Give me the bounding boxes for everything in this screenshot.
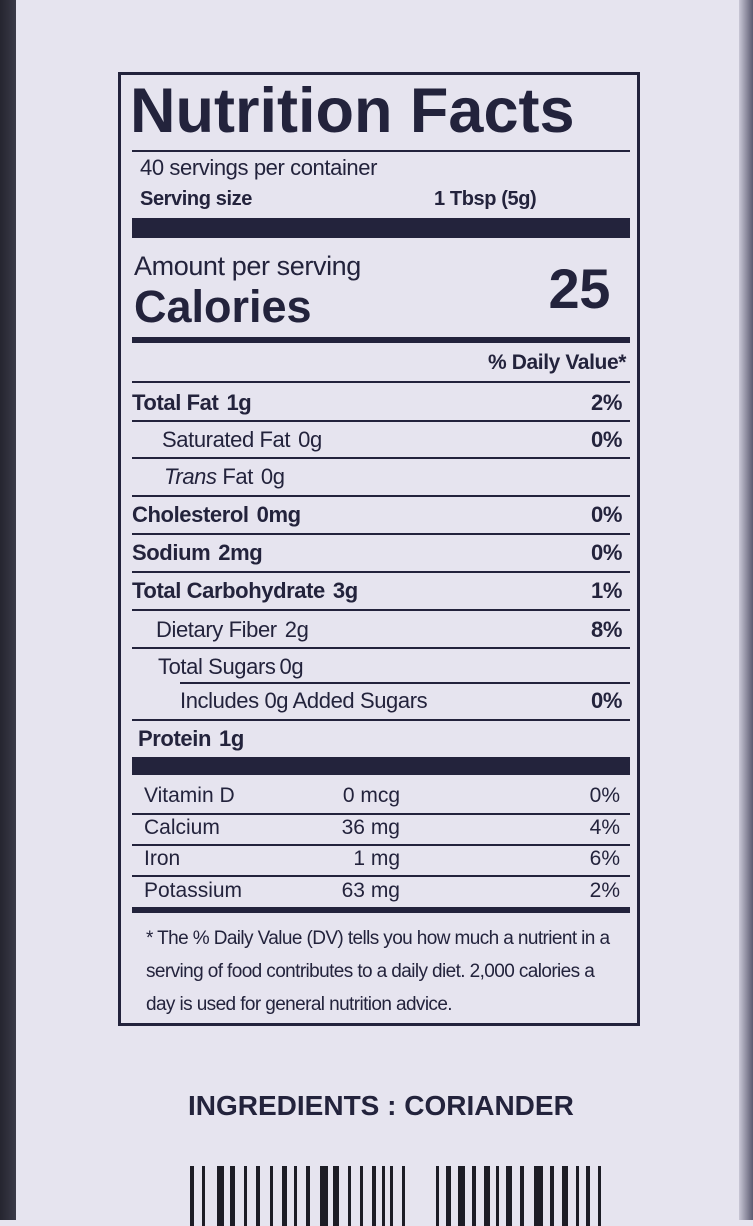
- vitamin-amount: 36 mg: [341, 816, 400, 839]
- nutrient-name: Cholesterol: [132, 502, 249, 527]
- footnote: * The % Daily Value (DV) tells you how m…: [146, 928, 610, 1015]
- rule: [132, 533, 630, 535]
- nutrient-amount: 0g: [279, 654, 304, 679]
- rule: [132, 609, 630, 611]
- nutrient-amount: 0g: [260, 464, 285, 489]
- nutrient-row: Saturated Fat 0g 0%: [162, 425, 622, 455]
- rule: [132, 420, 630, 422]
- barcode: [190, 1166, 610, 1226]
- nutrient-amount: 0mg: [256, 502, 301, 527]
- vitamin-row: Iron 1 mg 6%: [144, 845, 620, 873]
- rule: [132, 381, 630, 383]
- nutrient-name: Fat: [222, 464, 253, 489]
- vitamin-name: Potassium: [144, 879, 243, 902]
- nutrient-dv: 8%: [591, 617, 622, 642]
- nutrient-name: Sodium: [132, 540, 211, 565]
- thick-bar: [132, 757, 630, 775]
- rule: [180, 682, 630, 684]
- label-border: [118, 72, 640, 1026]
- nutrient-row: Trans Fat 0g: [164, 462, 622, 492]
- calories-label: Calories: [134, 281, 312, 332]
- rule: [132, 495, 630, 497]
- vitamin-row: Potassium 63 mg 2%: [144, 877, 620, 905]
- rule: [132, 647, 630, 649]
- vitamin-name: Iron: [144, 847, 181, 870]
- vitamin-row: Vitamin D 0 mcg 0%: [144, 782, 620, 810]
- nutrient-row: Sodium 2mg 0%: [132, 538, 622, 568]
- package-edge: [739, 0, 753, 1220]
- nutrient-dv: 1%: [591, 578, 622, 603]
- nutrient-row: Includes 0g Added Sugars 0%: [180, 686, 622, 716]
- nutrient-row: Total Carbohydrate 3g 1%: [132, 576, 622, 606]
- nutrient-amount: 0g: [298, 427, 322, 452]
- vitamin-row: Calcium 36 mg 4%: [144, 814, 620, 842]
- vitamin-dv: 4%: [589, 816, 620, 839]
- vitamin-name: Vitamin D: [144, 784, 235, 807]
- rule: [132, 875, 630, 877]
- vitamin-name: Calcium: [144, 816, 220, 839]
- medium-bar: [132, 337, 630, 343]
- nutrient-name: Saturated Fat: [162, 427, 291, 452]
- nutrient-amount: 1g: [226, 390, 252, 415]
- nutrient-name: Total Carbohydrate: [132, 578, 325, 603]
- servings: 40 servings per container: [140, 155, 378, 180]
- nutrient-name: Includes 0g Added Sugars: [180, 688, 428, 713]
- nutrient-row: Total Sugars 0g: [158, 652, 622, 682]
- nutrient-row: Dietary Fiber 2g 8%: [156, 615, 622, 645]
- vitamin-dv: 0%: [589, 784, 620, 807]
- nutrient-dv: 0%: [591, 427, 622, 452]
- vitamin-amount: 63 mg: [341, 879, 400, 902]
- title: Nutrition Facts: [130, 76, 575, 146]
- nutrient-dv: 0%: [591, 688, 622, 713]
- rule: [132, 150, 630, 152]
- nutrient-row: Protein 1g: [138, 724, 628, 754]
- rule: [132, 813, 630, 815]
- rule: [132, 571, 630, 573]
- rule: [132, 719, 630, 721]
- ingredients: INGREDIENTS : CORIANDER: [188, 1090, 574, 1121]
- nutrient-amount: 1g: [219, 726, 244, 751]
- medium-bar: [132, 907, 630, 913]
- nutrient-name: Total Sugars: [158, 654, 276, 679]
- daily-value-header: % Daily Value*: [488, 351, 626, 374]
- nutrient-dv: 0%: [591, 540, 622, 565]
- rule: [132, 457, 630, 459]
- nutrient-dv: 0%: [591, 502, 622, 527]
- vitamin-dv: 6%: [589, 847, 620, 870]
- nutrient-name: Dietary Fiber: [156, 617, 277, 642]
- serving-size-label: Serving size: [140, 188, 252, 210]
- nutrient-name: Protein: [138, 726, 211, 751]
- package-edge: [0, 0, 16, 1220]
- vitamin-amount: 0 mcg: [342, 784, 400, 807]
- calories-value: 25: [548, 257, 611, 320]
- serving-size: 1 Tbsp (5g): [434, 188, 537, 210]
- nutrient-name-italic: Trans: [164, 464, 217, 489]
- amount-per-serving: Amount per serving: [134, 251, 361, 281]
- nutrient-amount: 2g: [284, 617, 309, 642]
- nutrient-row: Total Fat 1g 2%: [132, 388, 622, 418]
- vitamin-dv: 2%: [589, 879, 620, 902]
- rule: [132, 844, 630, 846]
- vitamin-amount: 1 mg: [353, 847, 400, 870]
- nutrient-row: Cholesterol 0mg 0%: [132, 500, 622, 530]
- thick-bar: [132, 218, 630, 238]
- nutrient-name: Total Fat: [132, 390, 219, 415]
- nutrient-dv: 2%: [591, 390, 622, 415]
- nutrient-amount: 3g: [332, 578, 358, 603]
- nutrient-amount: 2mg: [218, 540, 263, 565]
